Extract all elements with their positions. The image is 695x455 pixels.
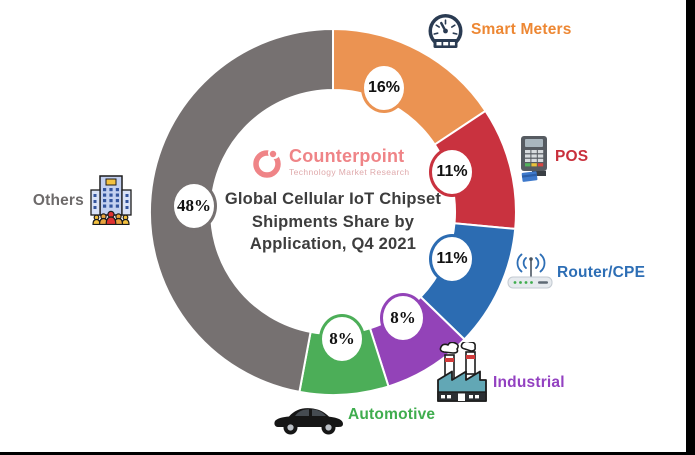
percent-badge-pos: 11% <box>429 147 475 197</box>
percent-badge-smart-meters: 16% <box>361 63 407 113</box>
percent-badge-automotive: 8% <box>319 314 365 364</box>
chart-title-block: Global Cellular IoT Chipset Shipments Sh… <box>203 188 463 256</box>
legend-label-router-cpe: Router/CPE <box>557 264 646 281</box>
percent-value: 11% <box>436 163 468 180</box>
logo-name: Counterpoint <box>289 146 405 166</box>
chart-title-line1: Global Cellular IoT Chipset <box>224 190 442 208</box>
screenshot-bottom-border <box>0 452 695 455</box>
percent-value: 48% <box>177 196 211 215</box>
legend-label-smart-meters: Smart Meters <box>471 21 572 38</box>
car-icon <box>274 408 343 435</box>
screenshot-right-border <box>686 0 695 455</box>
counterpoint-logo-icon <box>253 147 281 178</box>
legend-label-automotive: Automotive <box>348 406 436 423</box>
percent-value: 8% <box>329 329 355 348</box>
donut-segment-others <box>148 27 334 394</box>
counterpoint-logo: Counterpoint Technology Market Research <box>253 144 443 180</box>
building-crowd-icon <box>90 175 132 225</box>
percent-badge-others: 48% <box>171 181 217 231</box>
factory-icon <box>437 342 487 402</box>
legend-label-pos: POS <box>555 148 589 165</box>
chart-title-line3: Application, Q4 2021 <box>249 235 417 253</box>
gauge-icon <box>428 14 463 48</box>
pos-terminal-icon <box>521 136 547 182</box>
percent-badge-router-cpe: 11% <box>429 234 475 284</box>
router-icon <box>507 253 553 289</box>
logo-subtitle: Technology Market Research <box>289 167 410 177</box>
percent-badge-industrial: 8% <box>380 293 426 343</box>
percent-value: 11% <box>436 250 468 267</box>
legend-label-industrial: Industrial <box>493 374 565 391</box>
percent-value: 8% <box>390 308 416 327</box>
legend-label-others: Others <box>32 192 84 209</box>
chart-title-line2: Shipments Share by <box>251 212 415 231</box>
percent-value: 16% <box>367 79 401 96</box>
chart-title: Global Cellular IoT Chipset Shipments Sh… <box>203 188 463 256</box>
